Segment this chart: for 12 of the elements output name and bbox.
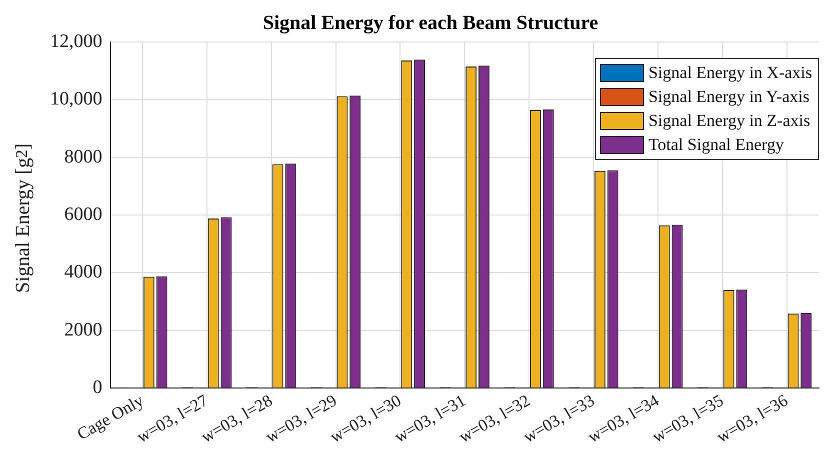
y-tick-label: 8000: [64, 146, 102, 168]
chart-title: Signal Energy for each Beam Structure: [262, 12, 598, 34]
y-tick-label: 6000: [64, 204, 102, 225]
legend-label: Signal Energy in Z-axis: [648, 110, 810, 132]
y-tick-label: 4000: [64, 262, 102, 283]
y-tick-label: 0: [92, 376, 102, 398]
y-tick-label: 2000: [64, 319, 102, 340]
legend-label: Signal Energy in X-axis: [648, 62, 812, 84]
y-tick-label: 12,000: [50, 30, 102, 52]
legend-label: Signal Energy in Y-axis: [648, 86, 810, 108]
legend-label: Total Signal Energy: [648, 134, 784, 156]
y-tick-label: 10,000: [50, 88, 102, 110]
